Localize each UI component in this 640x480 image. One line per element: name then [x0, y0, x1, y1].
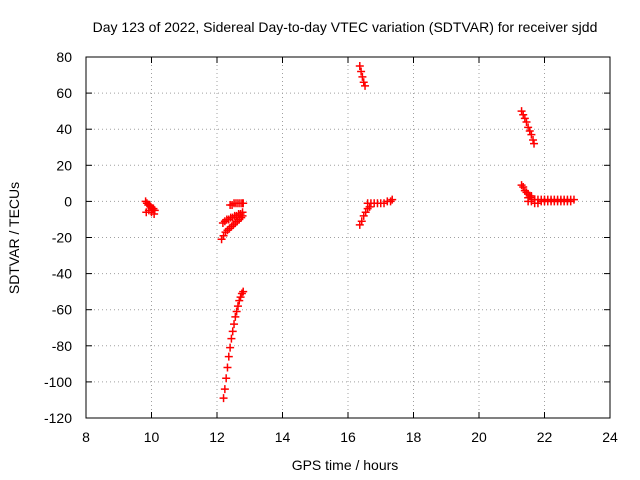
data-point	[231, 312, 240, 321]
y-tick-label: 80	[56, 49, 72, 65]
data-point	[525, 127, 534, 136]
data-point	[388, 195, 397, 204]
data-point	[228, 327, 237, 336]
data-point	[357, 67, 366, 76]
data-point	[236, 210, 245, 219]
x-tick-label: 22	[537, 429, 553, 445]
y-tick-label: 40	[56, 121, 72, 137]
data-point	[220, 217, 229, 226]
y-tick-label: 20	[56, 157, 72, 173]
grid-lines	[86, 57, 610, 418]
y-tick-label: -60	[52, 302, 72, 318]
y-tick-label: -40	[52, 266, 72, 282]
axis-ticks: 8 10 12 14 16 18 20 22 24 -120 -100 -80 -60 -40 -20 0 20…	[44, 49, 618, 445]
data-point	[357, 217, 366, 226]
y-tick-label: -80	[52, 338, 72, 354]
x-tick-label: 24	[602, 429, 618, 445]
x-tick-label: 20	[471, 429, 487, 445]
data-point	[219, 394, 228, 403]
y-tick-label: 60	[56, 85, 72, 101]
data-point	[386, 197, 395, 206]
data-point	[355, 220, 364, 229]
data-point	[529, 136, 538, 145]
data-point	[221, 228, 230, 237]
data-point	[358, 72, 367, 81]
data-point	[218, 219, 227, 228]
data-point	[522, 117, 531, 126]
data-point	[566, 197, 575, 206]
data-point	[517, 107, 526, 116]
data-point	[524, 123, 533, 132]
data-point	[359, 211, 368, 220]
data-point	[219, 231, 228, 240]
data-point	[223, 226, 232, 235]
data-point	[361, 208, 370, 217]
data-point	[224, 352, 233, 361]
data-point	[517, 181, 526, 190]
data-point	[223, 363, 232, 372]
series-arc-5	[219, 287, 248, 403]
series-arc-12	[524, 197, 575, 208]
y-tick-label: 0	[64, 193, 72, 209]
series-arc-3	[218, 208, 247, 228]
y-axis-label: SDTVAR / TECUs	[6, 182, 22, 294]
y-tick-label: -100	[44, 374, 72, 390]
x-tick-label: 14	[275, 429, 291, 445]
data-point	[230, 320, 239, 329]
data-point	[222, 374, 231, 383]
data-point	[226, 343, 235, 352]
data-point	[227, 334, 236, 343]
y-tick-label: -20	[52, 230, 72, 246]
data-point	[355, 62, 364, 71]
data-point	[361, 81, 370, 90]
data-point	[530, 139, 539, 148]
data-point	[519, 110, 528, 119]
data-point	[237, 289, 246, 298]
data-point	[239, 287, 248, 296]
data-point	[220, 385, 229, 394]
x-axis-label: GPS time / hours	[292, 457, 399, 473]
data-point	[224, 215, 233, 224]
data-point	[365, 202, 374, 211]
data-point	[235, 296, 244, 305]
x-tick-label: 16	[340, 429, 356, 445]
x-tick-label: 18	[406, 429, 422, 445]
data-point	[228, 201, 237, 210]
data-point	[225, 224, 234, 233]
data-point	[520, 114, 529, 123]
data-point	[519, 182, 528, 191]
series-arc-6	[355, 62, 370, 90]
data-point	[217, 235, 226, 244]
data-point	[527, 130, 536, 139]
y-tick-label: -120	[44, 410, 72, 426]
data-point	[236, 293, 245, 302]
series-arc-1	[141, 197, 159, 219]
data-point	[229, 220, 238, 229]
data-point	[239, 199, 248, 208]
data-point	[150, 210, 159, 219]
data-point	[359, 78, 368, 87]
data-point	[232, 307, 241, 316]
data-point	[238, 208, 247, 217]
x-tick-label: 8	[82, 429, 90, 445]
data-point	[227, 222, 236, 231]
data-point	[233, 302, 242, 311]
chart-title: Day 123 of 2022, Sidereal Day-to-day VTE…	[93, 19, 598, 35]
series-arc-8	[363, 195, 397, 208]
series-arc-9	[517, 107, 539, 148]
series-arc-4	[226, 199, 248, 210]
data-points	[141, 62, 578, 403]
x-tick-label: 12	[209, 429, 225, 445]
x-tick-label: 10	[144, 429, 160, 445]
